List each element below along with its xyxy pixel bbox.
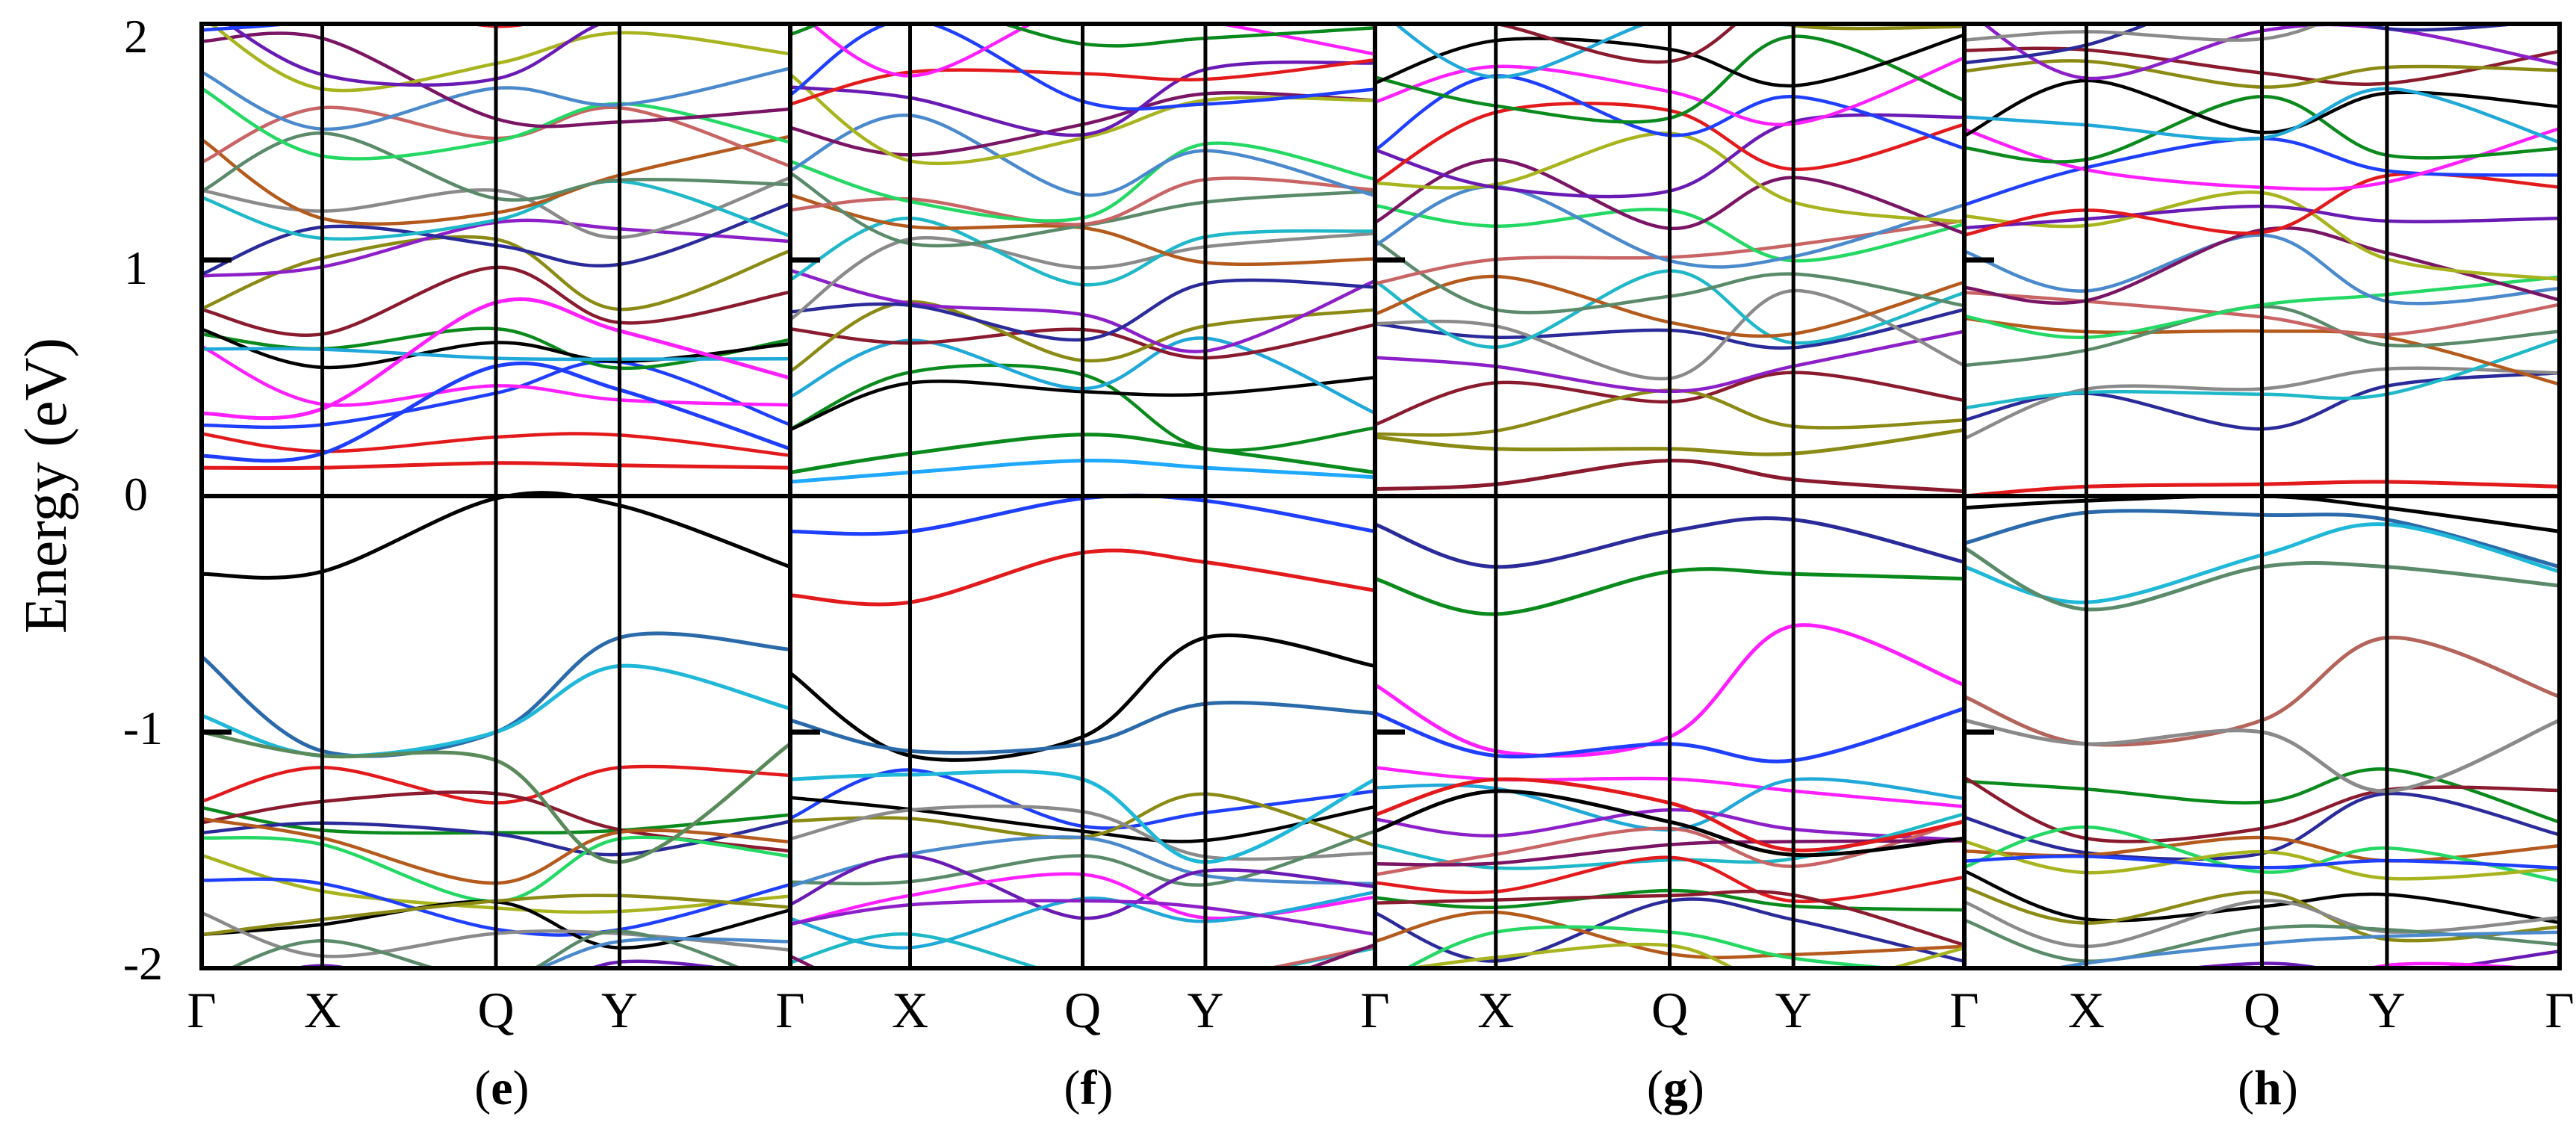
k-point-label: X [304,982,341,1038]
k-point-label: X [1477,982,1514,1038]
panel-label-open: ( [1064,1061,1080,1115]
panel-label-open: ( [474,1061,491,1115]
y-tick-label: 0 [124,468,148,521]
panel-label-close: ) [1096,1061,1113,1115]
panel-f [790,0,1375,968]
k-point-label: Γ [187,982,216,1038]
valence-band-line [227,929,745,968]
k-point-label: Y [1187,982,1223,1038]
k-point-label: Γ [1949,982,1978,1038]
panel-label-close: ) [513,1061,530,1115]
panel-label-letter: e [491,1061,512,1115]
panel-label-letter: g [1663,1061,1688,1115]
frames-layer [199,22,2562,970]
k-point-label: Γ [775,982,804,1038]
k-point-label: X [2068,982,2105,1038]
panel-label-close: ) [2282,1061,2298,1115]
panel-label: (g) [1647,1061,1704,1115]
y-tick-label: 2 [124,10,148,63]
panel-label-open: ( [1647,1061,1663,1115]
k-point-label: Q [2244,982,2280,1038]
valence-band-line [536,937,790,968]
panel-label-close: ) [1688,1061,1704,1115]
band-line [790,769,1375,864]
k-point-label: Γ [1360,982,1389,1038]
panel-label: (h) [2238,1061,2298,1115]
y-axis-label: Energy (eV) [13,338,79,634]
k-point-label: X [892,982,928,1038]
bands-layer [202,0,2560,968]
k-point-label: Γ [2545,982,2574,1038]
valence-band-line [2364,961,2554,968]
k-point-label: Y [601,982,638,1038]
panel-label: (f) [1064,1061,1113,1115]
panel-h [1964,24,2560,968]
text-layer: Energy (eV) 2 1 0 -1 -2 Γ X Q Y Γ(e)X Q Y Γ(f)X… [13,10,2575,1115]
k-point-label: Y [2368,982,2405,1038]
conduction-band-line [1375,288,1964,381]
y-tick-label: 1 [124,241,148,294]
conduction-band-line [1375,34,1964,124]
k-point-label: Q [1064,982,1101,1038]
band-line [202,730,790,864]
k-point-label: Q [477,982,514,1038]
panel-e [202,24,790,968]
panel-label: (e) [474,1061,529,1115]
conduction-band-line [1964,24,2533,65]
conduction-band-line [1393,24,1855,79]
y-tick-label: -2 [123,937,163,990]
conduction-band-line [790,0,1375,7]
panel-g [1375,24,1964,968]
y-tick-label: -1 [123,701,163,755]
valence-band-line [288,959,733,968]
conduction-band-line [810,24,1375,78]
k-point-label: Y [1775,982,1812,1038]
k-point-label: Q [1651,982,1688,1038]
valence-band-line [790,932,1375,968]
panel-label-open: ( [2238,1061,2254,1115]
panel-label-letter: h [2254,1061,2282,1115]
panel-frame [1962,22,2562,970]
conduction-band-line [1775,24,1964,31]
panel-label-letter: f [1080,1061,1097,1115]
